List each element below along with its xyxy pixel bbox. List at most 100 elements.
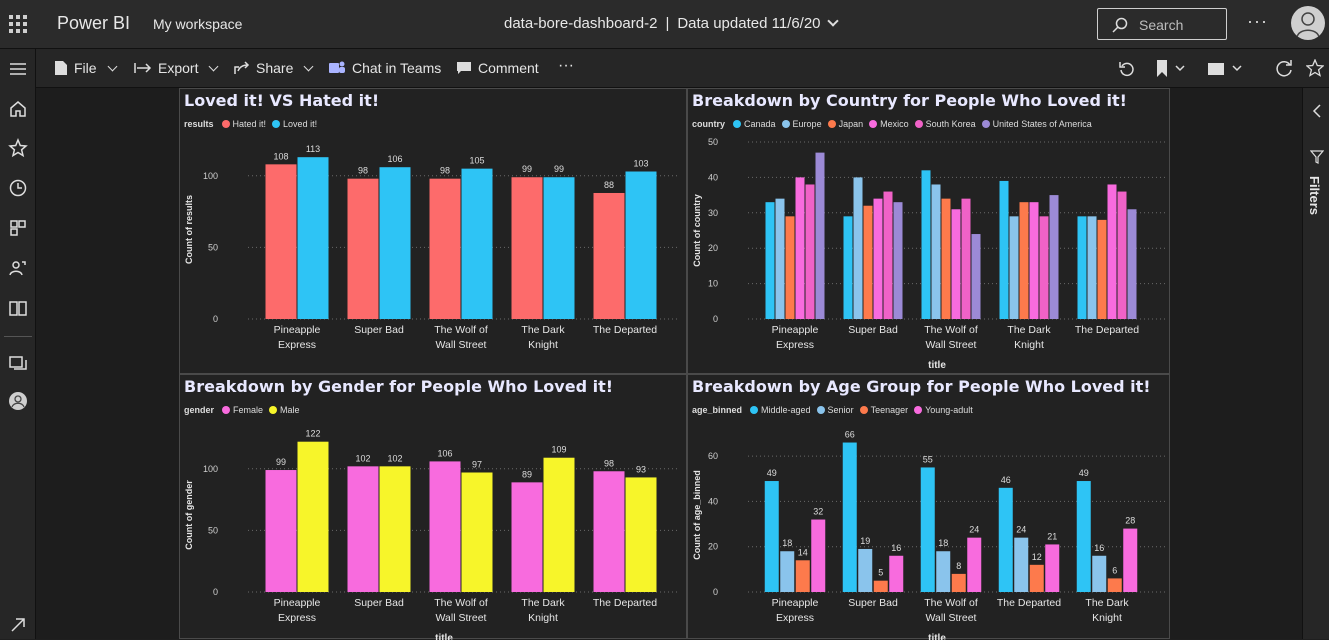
legend-item-mexico[interactable]: Mexico bbox=[869, 119, 909, 129]
x-axis-title: title bbox=[928, 360, 946, 371]
my-workspace-avatar-icon[interactable] bbox=[8, 391, 28, 411]
home-icon[interactable] bbox=[8, 99, 28, 119]
legend-item-loved[interactable]: Loved it! bbox=[272, 119, 317, 129]
avatar[interactable] bbox=[1291, 6, 1325, 40]
bar-hated-it- bbox=[593, 192, 625, 319]
x-tick-label: Express bbox=[776, 339, 814, 351]
recent-clock-icon[interactable] bbox=[8, 178, 28, 198]
legend-item-hated[interactable]: Hated it! bbox=[221, 119, 266, 129]
favorite-star-icon[interactable] bbox=[1306, 59, 1324, 77]
share-menu[interactable]: Share bbox=[234, 60, 314, 76]
legend-item-south-korea[interactable]: South Korea bbox=[914, 119, 976, 129]
y-tick-label: 30 bbox=[708, 208, 718, 218]
x-tick-label: Pineapple bbox=[274, 324, 321, 336]
legend-item-young-adult[interactable]: Young-adult bbox=[914, 405, 973, 415]
legend-label: Teenager bbox=[870, 405, 909, 415]
legend-item-japan[interactable]: Japan bbox=[827, 119, 864, 129]
refresh-icon[interactable] bbox=[1274, 59, 1294, 79]
legend-dot bbox=[269, 406, 278, 414]
x-tick-label: Knight bbox=[528, 339, 558, 351]
legend-label: Europe bbox=[792, 119, 822, 129]
bar-male bbox=[297, 441, 329, 592]
bar-male bbox=[543, 457, 575, 592]
app-name[interactable]: Power BI bbox=[57, 13, 131, 33]
legend-label: Japan bbox=[838, 119, 864, 129]
visual-breakdown-gender[interactable]: Breakdown by Gender for People Who Loved… bbox=[179, 374, 688, 640]
bar-senior bbox=[936, 551, 951, 592]
file-menu[interactable]: File bbox=[54, 60, 118, 76]
favorites-icon[interactable] bbox=[8, 138, 28, 158]
filters-pane[interactable]: Filters bbox=[1302, 88, 1329, 639]
y-tick-label: 0 bbox=[713, 587, 718, 597]
bar-young-adult bbox=[811, 519, 826, 592]
legend-item-female[interactable]: Female bbox=[222, 405, 263, 415]
workspace-link[interactable]: My workspace bbox=[153, 16, 243, 32]
report-title-menu[interactable]: data-bore-dashboard-2 | Data updated 11/6/… bbox=[504, 15, 839, 32]
y-axis-title: Count of age_binned bbox=[692, 470, 702, 560]
search-box[interactable]: Search bbox=[1097, 8, 1227, 40]
x-tick-label: Super Bad bbox=[354, 597, 404, 609]
x-tick-label: The Dark bbox=[521, 324, 565, 336]
comment-button[interactable]: Comment bbox=[456, 60, 539, 76]
legend-dot bbox=[981, 120, 990, 128]
chevron-down-icon bbox=[209, 61, 219, 71]
bar-mexico bbox=[951, 209, 961, 319]
data-label: 66 bbox=[845, 430, 855, 440]
workspaces-icon[interactable] bbox=[8, 353, 28, 373]
comment-icon bbox=[457, 62, 471, 74]
bar-mexico bbox=[873, 198, 883, 319]
bar-chart[interactable]: 0 10 20 30 40 50 Count of country title Pineappl… bbox=[688, 89, 1171, 375]
legend-item-europe[interactable]: Europe bbox=[781, 119, 822, 129]
legend-item-canada[interactable]: Canada bbox=[733, 119, 776, 129]
data-label: 49 bbox=[767, 468, 777, 478]
search-icon bbox=[1112, 17, 1128, 33]
apps-icon[interactable] bbox=[8, 218, 28, 238]
legend-label: Canada bbox=[744, 119, 776, 129]
bar-middle-aged bbox=[764, 481, 779, 592]
reset-icon[interactable] bbox=[1118, 60, 1136, 78]
legend-dot bbox=[914, 120, 923, 128]
x-tick-label: Pineapple bbox=[772, 324, 819, 336]
shared-with-me-icon[interactable] bbox=[8, 258, 28, 278]
x-tick-label: The Wolf of bbox=[924, 324, 978, 336]
legend-dot bbox=[750, 406, 759, 414]
learn-book-icon[interactable] bbox=[8, 298, 28, 318]
data-label: 6 bbox=[1112, 565, 1117, 575]
visual-title: Loved it! VS Hated it! bbox=[184, 91, 380, 110]
expand-arrow-icon[interactable] bbox=[8, 615, 28, 635]
legend-item-middle-aged[interactable]: Middle-aged bbox=[750, 405, 811, 415]
bookmark-icon[interactable] bbox=[1155, 59, 1187, 79]
bar-female bbox=[347, 466, 379, 592]
legend-item-male[interactable]: Male bbox=[269, 405, 300, 415]
visual-breakdown-country[interactable]: Breakdown by Country for People Who Love… bbox=[687, 88, 1170, 374]
export-menu[interactable]: Export bbox=[134, 60, 219, 76]
visual-loved-vs-hated[interactable]: Loved it! VS Hated it! results Hated it!… bbox=[179, 88, 687, 374]
view-icon[interactable] bbox=[1207, 60, 1245, 78]
legend-title: gender bbox=[184, 405, 215, 415]
data-label: 5 bbox=[878, 568, 883, 578]
toolbar-more-button[interactable]: ··· bbox=[558, 57, 574, 74]
chat-in-teams-button[interactable]: Chat in Teams bbox=[328, 60, 441, 76]
more-options-button[interactable]: ··· bbox=[1247, 11, 1268, 31]
y-tick-label: 40 bbox=[708, 496, 718, 506]
y-tick-label: 50 bbox=[208, 525, 218, 535]
data-label: 98 bbox=[604, 458, 614, 468]
y-tick-label: 50 bbox=[708, 137, 718, 147]
legend-item-teenager[interactable]: Teenager bbox=[859, 405, 909, 415]
bar-male bbox=[461, 472, 493, 592]
x-tick-label: The Dark bbox=[1085, 597, 1129, 609]
bar-chart[interactable]: 0 50 100 Count of results 108 113 Pineapple Exp… bbox=[180, 89, 688, 375]
legend-title: results bbox=[184, 119, 214, 129]
bar-chart[interactable]: 0 50 100 Count of gender title 99 122 Pineapple… bbox=[180, 375, 688, 640]
legend-item-usa[interactable]: United States of America bbox=[981, 119, 1092, 129]
app-launcher-icon[interactable] bbox=[9, 15, 27, 33]
chevron-left-icon[interactable] bbox=[1312, 104, 1322, 118]
filter-icon bbox=[1310, 150, 1324, 164]
bar-hated-it- bbox=[347, 178, 379, 319]
hamburger-menu-icon[interactable] bbox=[8, 59, 28, 79]
bar-teenager bbox=[795, 560, 810, 592]
y-tick-label: 20 bbox=[708, 243, 718, 253]
legend-item-senior[interactable]: Senior bbox=[816, 405, 854, 415]
visual-breakdown-age[interactable]: Breakdown by Age Group for People Who Lo… bbox=[687, 374, 1171, 640]
